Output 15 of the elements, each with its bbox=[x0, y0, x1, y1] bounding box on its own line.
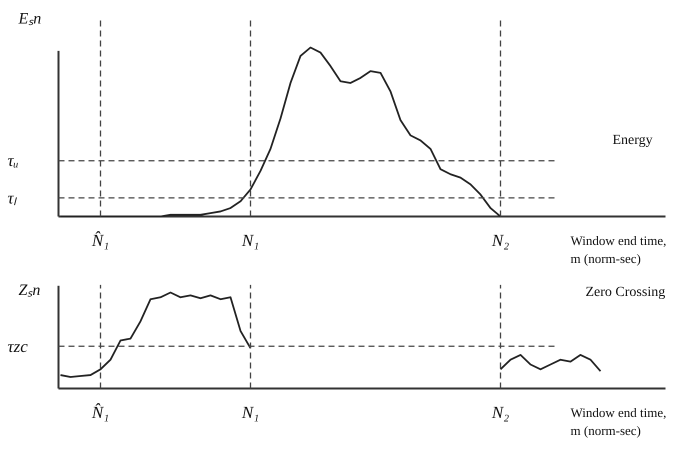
x-tick-label: N₁ bbox=[240, 403, 260, 422]
y-axis-title: Eₛn bbox=[18, 10, 42, 28]
ref-line-label: τₗ bbox=[8, 188, 18, 208]
annotation: Zero Crossing bbox=[586, 285, 666, 300]
ref-line-label: τzc bbox=[8, 336, 28, 356]
y-axis-title: Zₛn bbox=[18, 282, 40, 300]
annotation: Energy bbox=[612, 132, 653, 148]
x-tick-label: N₂ bbox=[490, 403, 510, 422]
x-tick-label: N̂₁ bbox=[90, 403, 110, 422]
x-tick-label: N₂ bbox=[490, 231, 510, 250]
x-tick-label: N₁ bbox=[240, 231, 260, 250]
ref-line-label: τᵤ bbox=[8, 151, 19, 170]
x-tick-label: N̂₁ bbox=[90, 231, 110, 250]
x-axis-title: Window end time, m (norm-sec) bbox=[570, 405, 666, 438]
x-axis-title: Window end time, m (norm-sec) bbox=[570, 233, 666, 266]
